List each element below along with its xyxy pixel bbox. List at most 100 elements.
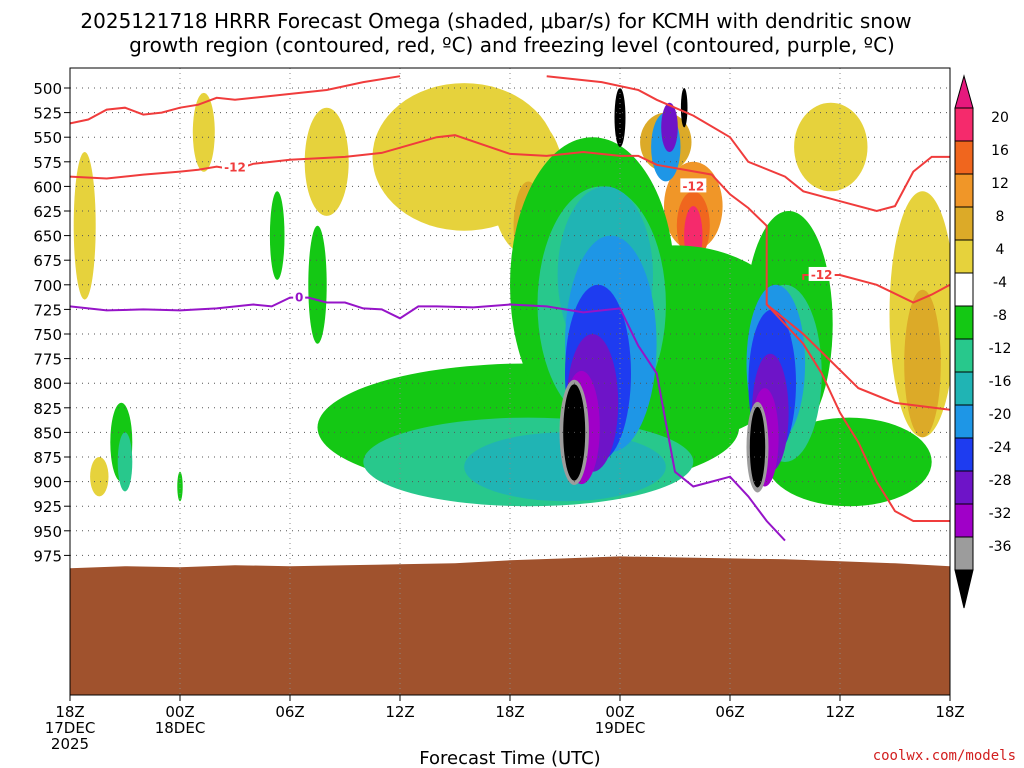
credit-text: coolwx.com/models — [873, 748, 1016, 764]
contour-label-bg — [680, 178, 707, 193]
omega-region-m4 — [177, 471, 183, 502]
y-tick-label: 775 — [33, 351, 62, 369]
x-tick-label: 19DEC — [595, 719, 646, 737]
colorbar-label: -24 — [989, 440, 1012, 456]
omega-region-m24 — [661, 102, 678, 152]
colorbar-swatch — [954, 437, 974, 472]
colorbar-swatch — [954, 272, 974, 307]
colorbar-swatch — [954, 404, 974, 439]
y-axis: 500 525 550 575 600 625 650 675 700 725 750 775 800 8… — [33, 80, 70, 565]
y-tick-label: 725 — [33, 301, 62, 319]
colorbar-swatch — [954, 206, 974, 241]
x-tick-label: 18Z — [935, 703, 964, 721]
x-axis-label: Forecast Time (UTC) — [419, 748, 600, 768]
omega-region-4 — [304, 107, 349, 216]
colorbar-label: -20 — [989, 407, 1012, 423]
terrain-layer — [70, 556, 950, 695]
y-tick-label: 675 — [33, 252, 62, 270]
dgz-contour — [546, 75, 950, 213]
terrain-ground — [70, 556, 950, 695]
omega-region-m36 — [680, 88, 688, 128]
colorbar-swatch — [954, 173, 974, 208]
x-tick-label: 12Z — [825, 703, 854, 721]
y-tick-label: 850 — [33, 424, 62, 442]
colorbar-swatch — [954, 470, 974, 505]
colorbar-label: -16 — [989, 374, 1012, 390]
colorbar-swatch — [954, 503, 974, 538]
omega-region-4 — [73, 152, 96, 300]
colorbar-label: 4 — [996, 242, 1005, 258]
colorbar-swatch — [954, 107, 974, 142]
colorbar-label: -8 — [993, 308, 1007, 324]
y-tick-label: 750 — [33, 326, 62, 344]
x-tick-label: 00Z — [165, 703, 194, 721]
dgz-contour — [70, 134, 950, 411]
y-tick-label: 950 — [33, 523, 62, 541]
freezing-level-label: 0 — [295, 291, 303, 305]
omega-region-m8 — [117, 432, 133, 492]
colorbar-label: 8 — [996, 209, 1005, 225]
omega-region-4 — [192, 92, 215, 172]
x-tick-label: 18Z — [55, 703, 84, 721]
y-tick-label: 800 — [33, 375, 62, 393]
y-tick-label: 525 — [33, 105, 62, 123]
x-tick-label: 00Z — [605, 703, 634, 721]
x-tick-label: 18Z — [495, 703, 524, 721]
omega-region-4 — [90, 457, 109, 497]
colorbar-swatch — [954, 536, 974, 571]
colorbar-label: -4 — [993, 275, 1007, 291]
contour-layer: -12 -12 -12 0 — [70, 75, 950, 542]
title-line-2: growth region (contoured, red, ºC) and f… — [129, 33, 895, 57]
y-tick-label: 500 — [33, 80, 62, 98]
colorbar-label: 12 — [991, 176, 1009, 192]
colorbar-swatch — [954, 338, 974, 373]
x-tick-label: 18DEC — [155, 719, 206, 737]
dgz-contour-label: -12 — [224, 161, 246, 175]
colorbar-bottom-arrow — [954, 569, 974, 609]
omega-region-4 — [794, 102, 868, 192]
y-tick-label: 925 — [33, 498, 62, 516]
colorbar-label: -12 — [989, 341, 1012, 357]
y-tick-label: 650 — [33, 228, 62, 246]
colorbar-label: 16 — [991, 143, 1009, 159]
dgz-contour-label: -12 — [811, 268, 833, 282]
omega-region-m36 — [749, 406, 766, 488]
colorbar-label: -28 — [989, 473, 1012, 489]
freezing-level-contour — [70, 296, 786, 542]
colorbar-swatch — [954, 371, 974, 406]
x-tick-label: 2025 — [51, 735, 89, 753]
x-tick-label: 17DEC — [45, 719, 96, 737]
colorbar-label: -32 — [989, 506, 1012, 522]
y-tick-label: 975 — [33, 547, 62, 565]
colorbar-label: -36 — [989, 539, 1012, 555]
contour-label-bg — [222, 159, 248, 174]
omega-region-8 — [904, 289, 941, 438]
colorbar: 20 16 12 8 4 -4 -8 -12 -16 -20 -24 -28 -32 -36 — [954, 74, 1012, 609]
y-tick-label: 875 — [33, 449, 62, 467]
y-tick-label: 575 — [33, 154, 62, 172]
y-tick-label: 700 — [33, 277, 62, 295]
colorbar-label: 20 — [991, 110, 1009, 126]
dgz-contour — [70, 75, 401, 125]
dgz-contour-label: -12 — [682, 179, 704, 193]
y-tick-label: 825 — [33, 400, 62, 418]
y-tick-label: 625 — [33, 203, 62, 221]
colorbar-swatch — [954, 239, 974, 274]
title-line-1: 2025121718 HRRR Forecast Omega (shaded, … — [80, 9, 911, 33]
y-tick-label: 550 — [33, 129, 62, 147]
dgz-contour — [765, 303, 950, 522]
x-tick-label: 12Z — [385, 703, 414, 721]
colorbar-swatch — [954, 305, 974, 340]
y-tick-label: 600 — [33, 178, 62, 196]
contour-label-bg — [293, 289, 306, 304]
omega-region-m4 — [269, 191, 285, 280]
dgz-contour — [802, 274, 950, 304]
omega-region-m36 — [614, 88, 626, 147]
x-tick-label: 06Z — [715, 703, 744, 721]
y-tick-label: 900 — [33, 474, 62, 492]
colorbar-swatch — [954, 140, 974, 175]
contour-label-bg — [808, 266, 835, 281]
colorbar-top-arrow — [954, 74, 974, 109]
